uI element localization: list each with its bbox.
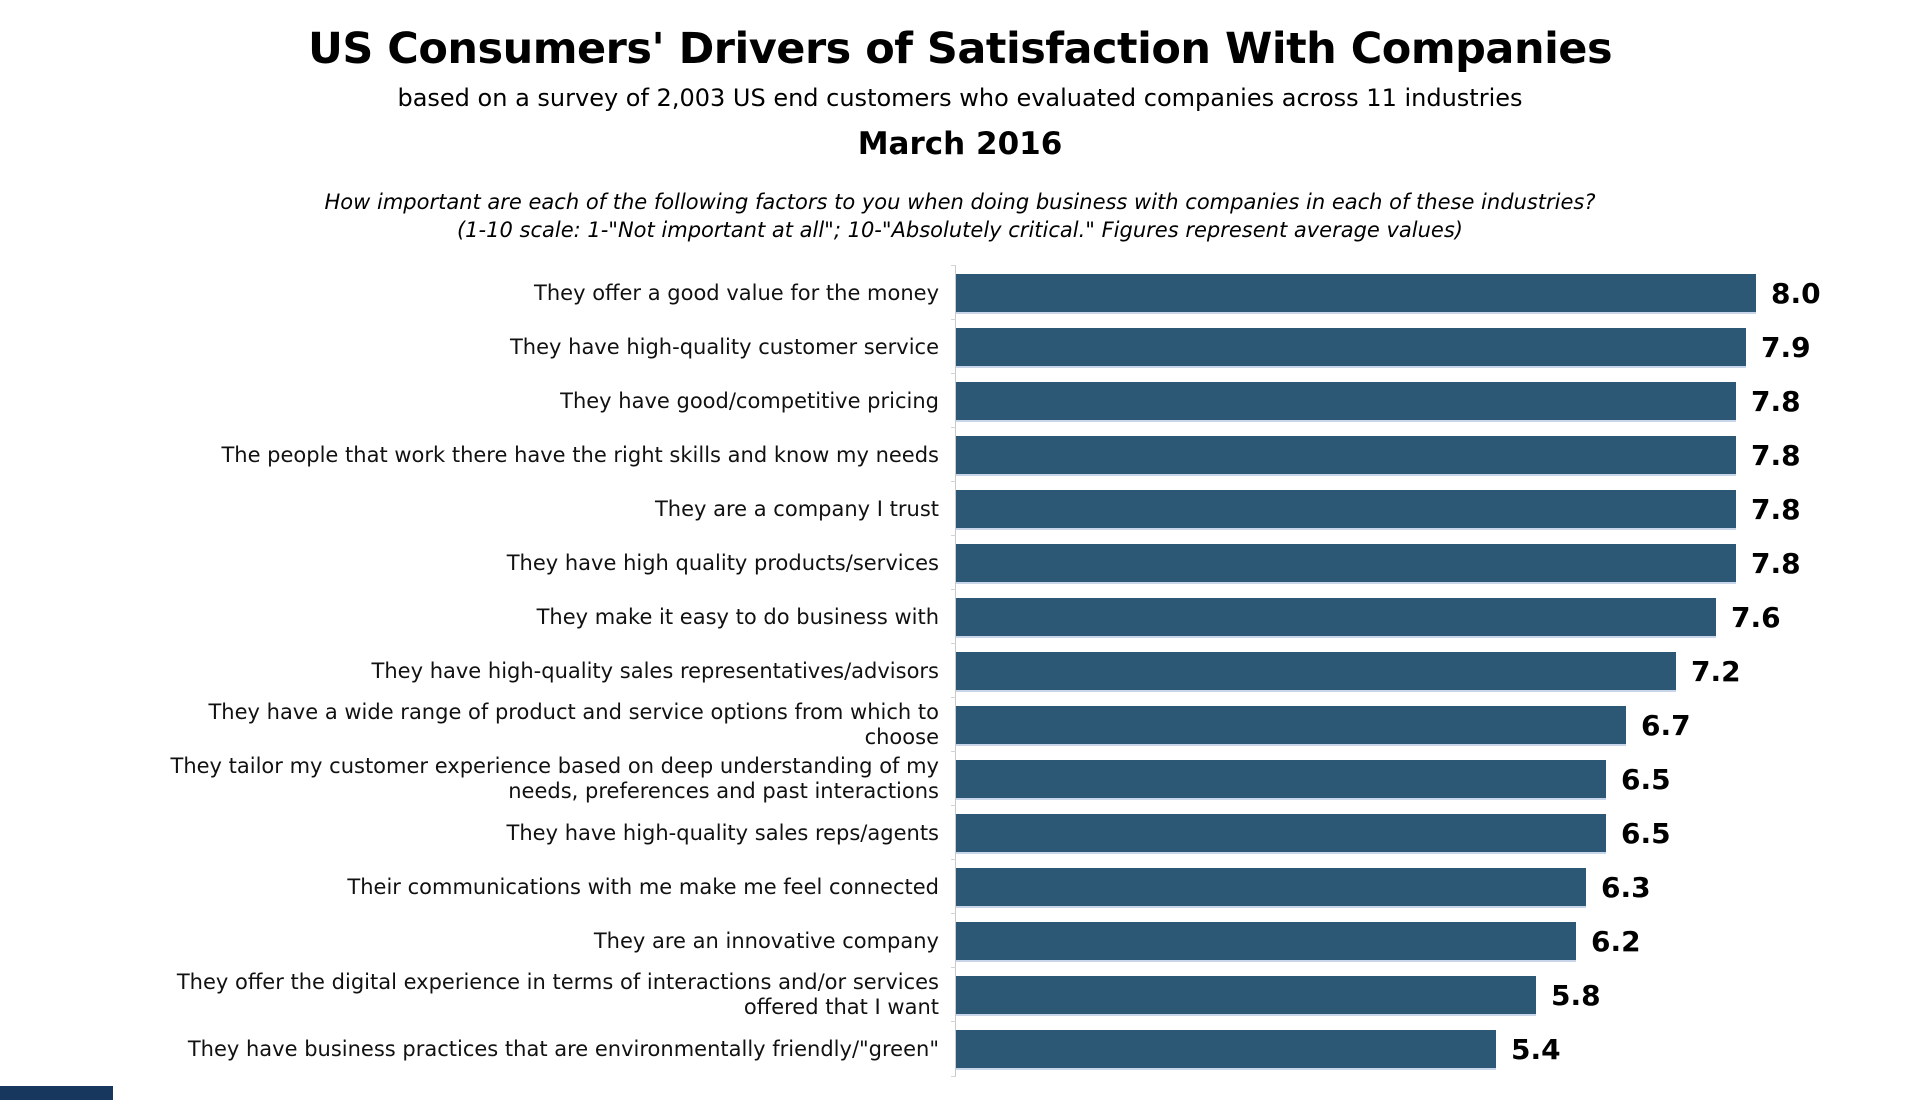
value-label: 7.6 [1731,600,1781,634]
bar-row: They make it easy to do business with 7.6 [0,589,1920,644]
value-label: 8.0 [1771,276,1821,310]
bar-track: 7.8 [951,427,1920,482]
bar [956,490,1736,528]
category-label: They have business practices that are en… [187,1036,939,1061]
bar [956,328,1746,366]
bar-row: The people that work there have the righ… [0,427,1920,482]
category-label: They have high-quality sales representat… [371,658,939,683]
chart-date: March 2016 [857,126,1063,162]
value-label: 7.8 [1751,384,1801,418]
value-label: 6.2 [1591,924,1641,958]
bar-track: 7.8 [951,535,1920,590]
bar-track: 6.3 [951,859,1920,914]
value-label: 7.8 [1751,492,1801,526]
bar [956,976,1536,1014]
bar-row: They have good/competitive pricing 7.8 [0,373,1920,428]
footer-strip [0,1086,113,1100]
bar-track: 6.5 [951,751,1920,806]
bar-row: They are a company I trust 7.8 [0,481,1920,536]
value-label: 6.7 [1641,708,1691,742]
survey-question: How important are each of the following … [0,188,1920,244]
bar [956,760,1606,798]
bar [956,652,1676,690]
bar-track: 7.9 [951,319,1920,374]
bar-track: 7.6 [951,589,1920,644]
bar [956,922,1576,960]
survey-question-line2: (1-10 scale: 1-"Not important at all"; 1… [456,218,1463,242]
bar [956,436,1736,474]
chart-subtitle: based on a survey of 2,003 US end custom… [397,84,1523,112]
bar-row: They have business practices that are en… [0,1021,1920,1077]
bar-row: They offer a good value for the money 8.0 [0,265,1920,320]
category-label: They have high-quality sales reps/agents [506,820,939,845]
bar-row: Their communications with me make me fee… [0,859,1920,914]
value-label: 5.8 [1551,978,1601,1012]
bar [956,544,1736,582]
bar-chart: They offer a good value for the money 8.0… [0,265,1920,1077]
bar-track: 5.4 [951,1021,1920,1077]
category-label: They tailor my customer experience based… [170,754,940,803]
value-label: 5.4 [1511,1032,1561,1066]
bar-track: 6.2 [951,913,1920,968]
value-label: 6.3 [1601,870,1651,904]
bar [956,274,1756,312]
bar-track: 6.7 [951,697,1920,752]
category-label: They have good/competitive pricing [560,388,939,413]
value-label: 7.8 [1751,546,1801,580]
bar-row: They are an innovative company 6.2 [0,913,1920,968]
bar [956,382,1736,420]
category-label: They offer the digital experience in ter… [176,970,939,1019]
value-label: 6.5 [1621,762,1671,796]
category-label: The people that work there have the righ… [221,442,939,467]
bar-row: They have high-quality customer service 7… [0,319,1920,374]
bar [956,814,1606,852]
bar-row: They have high-quality sales reps/agents… [0,805,1920,860]
bar-track: 6.5 [951,805,1920,860]
bar-row: They offer the digital experience in ter… [0,967,1920,1022]
bar-track: 7.8 [951,373,1920,428]
value-label: 7.2 [1691,654,1741,688]
bar-row: They have high-quality sales representat… [0,643,1920,698]
bar [956,868,1586,906]
survey-question-line1: How important are each of the following … [324,190,1596,214]
category-label: They have high quality products/services [506,550,939,575]
bar-row: They tailor my customer experience based… [0,751,1920,806]
category-label: They are an innovative company [593,928,939,953]
category-label: They are a company I trust [654,496,939,521]
category-label: Their communications with me make me fee… [347,874,939,899]
chart-title: US Consumers' Drivers of Satisfaction Wi… [307,24,1613,74]
category-label: They have a wide range of product and se… [208,700,939,749]
category-label: They have high-quality customer service [509,334,939,359]
chart-header: US Consumers' Drivers of Satisfaction Wi… [0,0,1920,244]
bar [956,598,1716,636]
bar [956,1030,1496,1068]
value-label: 7.9 [1761,330,1811,364]
bar-track: 5.8 [951,967,1920,1022]
category-label: They offer a good value for the money [534,280,939,305]
category-label: They make it easy to do business with [536,604,939,629]
value-label: 6.5 [1621,816,1671,850]
bar-track: 8.0 [951,265,1920,320]
value-label: 7.8 [1751,438,1801,472]
bar-track: 7.2 [951,643,1920,698]
bar-row: They have a wide range of product and se… [0,697,1920,752]
bar [956,706,1626,744]
bar-row: They have high quality products/services… [0,535,1920,590]
bar-track: 7.8 [951,481,1920,536]
